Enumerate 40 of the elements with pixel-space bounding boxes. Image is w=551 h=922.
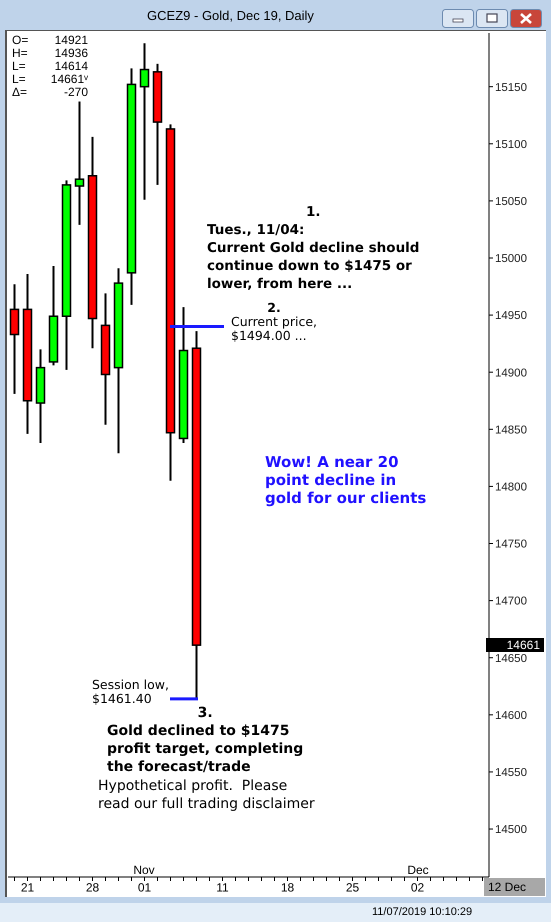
text: O= 14921	[12, 33, 88, 47]
y-tick-label: 15150	[494, 82, 526, 94]
annotation: Hypothetical profit. Please read our full trading disclaimer	[98, 777, 315, 813]
y-tick-label: 14950	[494, 310, 526, 322]
annotation: Dec	[406, 863, 430, 877]
text: L= 14661ᵛ	[12, 72, 88, 86]
annotation: Wow! A near 20 point decline in gold for our clients	[265, 453, 426, 507]
text: 14661	[486, 638, 544, 652]
y-tick-label: 14550	[494, 767, 526, 780]
y-tick-label: 14600	[494, 710, 526, 722]
y-tick-label: 14850	[494, 424, 526, 436]
y-tick-label: 15000	[494, 253, 526, 266]
annotation: Nov	[132, 863, 156, 877]
annotation: 1. Tues., 11/04: Current Gold decline should continue down to $1475 or lower, from here ...	[207, 203, 420, 293]
x-tick-label: 01	[137, 880, 151, 895]
y-tick-label: 14800	[494, 481, 526, 494]
x-tick-label: 11	[216, 880, 229, 895]
x-tick-label: 02	[410, 880, 424, 895]
y-tick-label: 15100	[494, 138, 526, 151]
text: H= 14936	[12, 46, 88, 60]
x-tick-label: 25	[345, 880, 359, 895]
x-tick-label: 28	[85, 880, 99, 895]
text: L= 14614	[12, 59, 88, 73]
candlestick	[74, 100, 84, 226]
x-tick-label: 21	[20, 880, 34, 895]
y-tick-label: 14900	[494, 367, 526, 380]
y-tick-label: 14700	[494, 596, 526, 608]
x-tick-label: 18	[280, 880, 294, 895]
y-tick-label: 14500	[494, 824, 526, 836]
annotation: 3. Gold declined to $1475 profit target, completing the forecast/trade	[107, 705, 304, 776]
y-tick-label: 14750	[494, 538, 526, 551]
ref-line-label: 2. Current price, $1494.00 ...	[231, 300, 318, 342]
text: 11/07/2019 10:10:29	[372, 906, 472, 918]
chart-title: GCEZ9 - Gold, Dec 19, Daily	[146, 8, 315, 23]
text: Δ= -270	[12, 85, 88, 99]
text: 12 Dec	[484, 878, 545, 896]
candlestick	[139, 42, 149, 201]
y-tick-label: 14650	[494, 652, 526, 665]
ref-line-label: Session low, $1461.40	[92, 676, 169, 706]
y-tick-label: 15050	[494, 196, 526, 208]
